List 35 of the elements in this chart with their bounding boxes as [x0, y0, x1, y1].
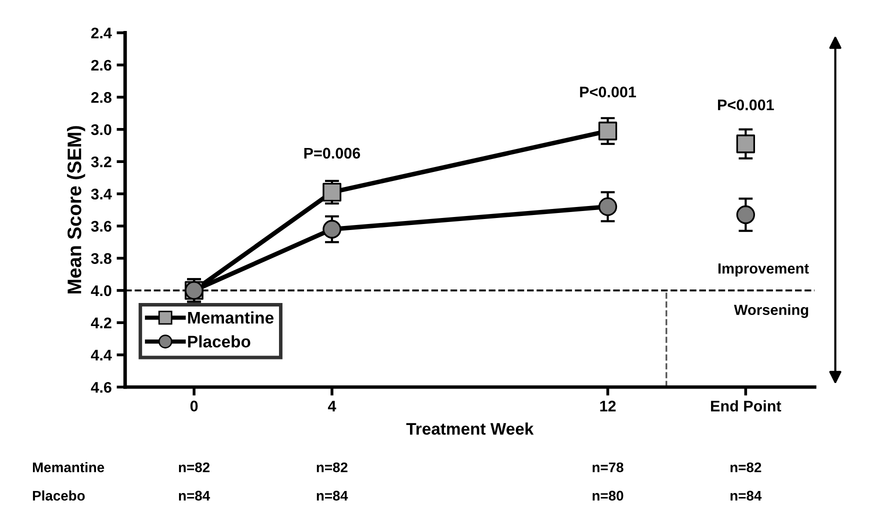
text: n=82: [178, 462, 210, 472]
text: n=78: [592, 462, 624, 472]
y-tick-label: 2.6: [91, 60, 112, 71]
x-tick-label: 0: [190, 400, 198, 412]
text: Memantine: [32, 462, 104, 472]
text: n=80: [592, 490, 624, 501]
text: n=84: [730, 490, 762, 501]
y-tick-label: 4.2: [90, 318, 112, 328]
x-tick-label: End Point: [711, 400, 782, 412]
y-tick-label: 4.4: [90, 350, 112, 360]
y-axis-title: Mean Score (SEM): [67, 126, 86, 294]
text: n=84: [178, 490, 210, 501]
y-tick-label: 3.8: [91, 253, 112, 264]
y-tick-label: 3.2: [91, 156, 112, 168]
y-tick-label: 2.8: [91, 92, 112, 103]
y-tick-label: 2.4: [91, 28, 112, 38]
text: n=82: [730, 462, 762, 472]
annotation: P<0.001: [718, 99, 774, 110]
annotation: P=0.006: [304, 148, 360, 159]
y-tick-label: 3.4: [91, 188, 112, 200]
x-axis-title: Treatment Week: [406, 422, 534, 435]
y-tick-label: 4.6: [90, 382, 112, 393]
x-tick-label: 4: [328, 400, 336, 412]
text: Placebo: [32, 490, 85, 501]
annotation: Improvement: [718, 263, 809, 277]
x-tick-label: 12: [600, 400, 616, 412]
annotation: P<0.001: [580, 86, 636, 98]
legend-label: Memantine: [188, 311, 274, 324]
y-tick-label: 3.0: [91, 124, 112, 136]
text: n=82: [316, 462, 348, 472]
legend-label: Placebo: [188, 335, 250, 348]
y-tick-label: 4.0: [90, 285, 112, 296]
y-tick-label: 3.6: [91, 220, 112, 232]
text: n=84: [316, 490, 348, 501]
annotation: Worsening: [734, 304, 808, 318]
